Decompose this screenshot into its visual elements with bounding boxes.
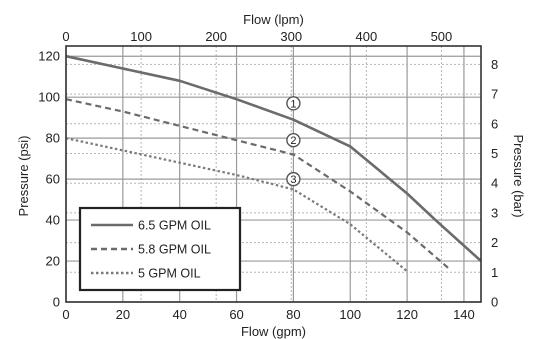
y-left-tick-label: 120 xyxy=(38,49,60,64)
x-bottom-tick-label: 80 xyxy=(286,307,300,322)
y-left-tick-label: 60 xyxy=(46,172,60,187)
y-right-tick-label: 3 xyxy=(491,205,498,220)
x-bottom-tick-label: 100 xyxy=(339,307,361,322)
x-bottom-tick-label: 0 xyxy=(62,307,69,322)
series-line-1 xyxy=(65,54,482,262)
marker-label: 3 xyxy=(290,174,296,186)
plot-frame xyxy=(65,45,482,303)
y-right-tick-label: 8 xyxy=(491,57,498,72)
x-top-tick-label: 100 xyxy=(130,29,152,44)
x-top-tick-label: 200 xyxy=(205,29,227,44)
y-right-tick-label: 0 xyxy=(491,295,498,310)
marker-label: 2 xyxy=(290,135,296,147)
x-bottom-tick-label: 40 xyxy=(172,307,186,322)
y-left-axis-title: Pressure (psi) xyxy=(16,136,31,217)
x-bottom-tick-label: 20 xyxy=(116,307,130,322)
y-left-tick-label: 20 xyxy=(46,254,60,269)
x-top-tick-label: 0 xyxy=(62,29,69,44)
x-bottom-tick-label: 120 xyxy=(396,307,418,322)
legend: 6.5 GPM OIL 5.8 GPM OIL 5 GPM OIL xyxy=(78,206,242,292)
y-right-axis-title: Pressure (bar) xyxy=(511,134,526,217)
marker-circle xyxy=(286,171,301,187)
legend-label-2: 5.8 GPM OIL xyxy=(138,243,211,257)
y-right-tick-label: 2 xyxy=(491,235,498,250)
y-left-tick-label: 40 xyxy=(46,213,60,228)
x-bottom-tick-label: 140 xyxy=(453,307,475,322)
y-right-tick-label: 5 xyxy=(491,146,498,161)
x-top-tick-label: 300 xyxy=(280,29,302,44)
series-group xyxy=(65,54,482,273)
y-left-tick-label: 80 xyxy=(46,131,60,146)
y-right-tick-label: 1 xyxy=(491,265,498,280)
point-markers: 1 2 3 xyxy=(286,96,301,187)
y-left-tick-label: 0 xyxy=(53,295,60,310)
x-top-axis-title: Flow (lpm) xyxy=(243,12,304,27)
y-right-tick-label: 4 xyxy=(491,176,498,191)
marker-circle xyxy=(286,96,301,111)
x-bottom-axis-title: Flow (gpm) xyxy=(241,324,306,339)
x-top-tick-label: 500 xyxy=(431,29,453,44)
y-left-tick-label: 100 xyxy=(38,90,60,105)
legend-label-1: 6.5 GPM OIL xyxy=(138,219,211,233)
x-top-tick-label: 400 xyxy=(355,29,377,44)
marker-label: 1 xyxy=(290,98,296,110)
x-bottom-tick-label: 60 xyxy=(229,307,243,322)
marker-circle xyxy=(286,133,301,148)
legend-label-3: 5 GPM OIL xyxy=(138,267,201,281)
series-line-2 xyxy=(65,98,451,271)
y-right-tick-label: 6 xyxy=(491,116,498,131)
y-right-tick-label: 7 xyxy=(491,87,498,102)
